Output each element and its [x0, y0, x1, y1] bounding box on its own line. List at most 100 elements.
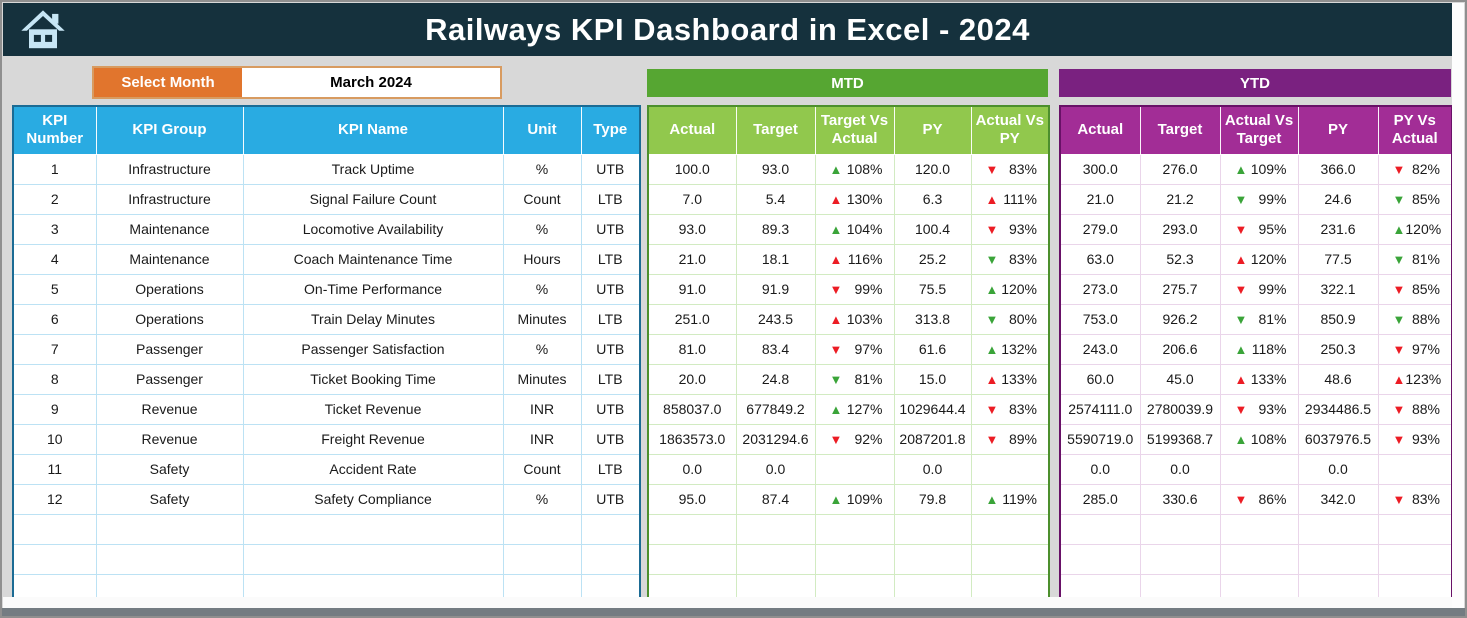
comparison-cell: ▲ 109%	[1219, 153, 1299, 185]
mtd-py-cell: 1029644.4	[893, 393, 972, 425]
mtd-py-cell: 2087201.8	[893, 423, 972, 455]
down-triangle-icon: ▼	[1234, 311, 1248, 327]
ytd-actual-cell: 5590719.0	[1059, 423, 1141, 455]
kpi-name-cell: Safety Compliance	[242, 483, 504, 515]
empty-cell	[1297, 543, 1379, 575]
empty-cell	[1059, 543, 1141, 575]
comparison-indicator: ▼ 82%	[1381, 161, 1450, 177]
mtd-row: 251.0 243.5 ▲ 103% 313.8 ▼ 80%	[647, 303, 1050, 335]
ytd-table: Actual Target Actual Vs Target PY PY Vs Actu…	[1059, 105, 1453, 605]
comparison-indicator: ▲ 130%	[818, 191, 892, 207]
kpi-type-cell: UTB	[580, 213, 641, 245]
kpi-row: 12 Safety Safety Compliance% UTB	[12, 483, 641, 515]
mtd-row: 21.0 18.1 ▲ 116% 25.2 ▼ 83%	[647, 243, 1050, 275]
up-triangle-icon: ▲	[829, 221, 843, 237]
up-triangle-icon: ▲	[829, 191, 843, 207]
comparison-cell: ▼ 86%	[1219, 483, 1299, 515]
kpi-row: 2 Infrastructure Signal Failure Count Count…	[12, 183, 641, 215]
mtd-target-cell: 93.0	[735, 153, 816, 185]
kpi-number-cell: 9	[12, 393, 97, 425]
comparison-cell: ▲ 103%	[814, 303, 895, 335]
bottom-scroll-gutter[interactable]	[3, 597, 1452, 608]
month-dropdown[interactable]: March 2024	[242, 68, 500, 97]
kpi-unit-cell: Hours	[502, 243, 582, 275]
mtd-py-cell: 120.0	[893, 153, 972, 185]
empty-cell	[1219, 513, 1299, 545]
mtd-row: 0.0 0.0 0.0	[647, 453, 1050, 485]
comparison-cell: ▲ 127%	[814, 393, 895, 425]
mtd-row: 1863573.0 2031294.6 ▼ 92% 2087201.8 ▼ 89%	[647, 423, 1050, 455]
mtd-actual-cell: 858037.0	[647, 393, 737, 425]
comparison-indicator: ▼ 99%	[1223, 281, 1296, 297]
comparison-indicator: ▼ 85%	[1381, 281, 1450, 297]
comparison-indicator: ▲ 120%	[1381, 221, 1450, 237]
mtd-row: 81.0 83.4 ▼ 97% 61.6 ▲ 132%	[647, 333, 1050, 365]
down-triangle-icon: ▼	[985, 161, 999, 177]
kpi-number-cell: 7	[12, 333, 97, 365]
empty-cell	[1059, 513, 1141, 545]
mtd-py-cell: 6.3	[893, 183, 972, 215]
mtd-row: 858037.0 677849.2 ▲ 127% 1029644.4 ▼ 83%	[647, 393, 1050, 425]
comparison-indicator: ▲ 123%	[1381, 371, 1450, 387]
comparison-indicator: ▼ 93%	[1381, 431, 1450, 447]
comparison-indicator: ▼ 99%	[818, 281, 892, 297]
comparison-cell: ▲ 119%	[970, 483, 1050, 515]
kpi-name-cell: Locomotive Availability	[242, 213, 504, 245]
percent-value: 108%	[846, 161, 883, 177]
comparison-cell: ▲ 130%	[814, 183, 895, 215]
percent-value: 83%	[1008, 251, 1037, 267]
kpi-type-cell: UTB	[580, 393, 641, 425]
mtd-column-header: Actual Vs PY	[970, 105, 1050, 155]
comparison-cell: ▲ 120%	[970, 273, 1050, 305]
home-button[interactable]	[19, 9, 67, 51]
mtd-target-cell: 243.5	[735, 303, 816, 335]
down-triangle-icon: ▼	[1234, 401, 1248, 417]
ytd-column-header: PY	[1297, 105, 1379, 155]
comparison-cell: ▼ 95%	[1219, 213, 1299, 245]
ytd-py-cell: 48.6	[1297, 363, 1379, 395]
ytd-py-cell: 231.6	[1297, 213, 1379, 245]
up-triangle-icon: ▲	[829, 251, 843, 267]
ytd-target-cell: 206.6	[1139, 333, 1221, 365]
percent-value: 81%	[1258, 311, 1287, 327]
kpi-name-cell: Ticket Booking Time	[242, 363, 504, 395]
ytd-actual-cell: 300.0	[1059, 153, 1141, 185]
mtd-column-header: Target	[735, 105, 816, 155]
ytd-target-cell: 21.2	[1139, 183, 1221, 215]
percent-value: 104%	[846, 221, 883, 237]
ytd-target-cell: 5199368.7	[1139, 423, 1221, 455]
ytd-row: 60.0 45.0 ▲ 133% 48.6 ▲ 123%	[1059, 363, 1453, 395]
right-scroll-gutter[interactable]	[1452, 3, 1464, 608]
empty-cell	[970, 543, 1050, 575]
kpi-type-cell: UTB	[580, 153, 641, 185]
comparison-cell: ▼ 85%	[1377, 273, 1453, 305]
home-icon	[21, 10, 65, 49]
kpi-group-cell: Passenger	[95, 333, 244, 365]
kpi-type-cell: UTB	[580, 483, 641, 515]
comparison-cell	[1219, 453, 1299, 485]
ytd-row: 285.0 330.6 ▼ 86% 342.0 ▼ 83%	[1059, 483, 1453, 515]
comparison-cell	[1377, 453, 1453, 485]
up-triangle-icon: ▲	[985, 341, 999, 357]
empty-cell	[970, 513, 1050, 545]
percent-value: 132%	[1001, 341, 1037, 357]
empty-cell	[502, 543, 582, 575]
up-triangle-icon: ▲	[1392, 371, 1406, 387]
ytd-actual-cell: 60.0	[1059, 363, 1141, 395]
comparison-cell: ▲ 132%	[970, 333, 1050, 365]
month-selector: Select Month March 2024	[92, 66, 502, 99]
percent-value: 95%	[1258, 221, 1287, 237]
comparison-indicator: ▼ 89%	[974, 431, 1047, 447]
comparison-cell: ▲ 109%	[814, 483, 895, 515]
comparison-indicator: ▲ 120%	[974, 281, 1047, 297]
kpi-name-cell: Signal Failure Count	[242, 183, 504, 215]
ytd-column-header: Actual	[1059, 105, 1141, 155]
percent-value: 83%	[1008, 401, 1037, 417]
ytd-target-cell: 2780039.9	[1139, 393, 1221, 425]
mtd-target-cell: 18.1	[735, 243, 816, 275]
comparison-cell: ▲ 133%	[1219, 363, 1299, 395]
percent-value: 93%	[1411, 431, 1440, 447]
comparison-indicator: ▲ 133%	[1223, 371, 1296, 387]
percent-value: 123%	[1405, 371, 1442, 387]
percent-value: 99%	[1258, 191, 1287, 207]
